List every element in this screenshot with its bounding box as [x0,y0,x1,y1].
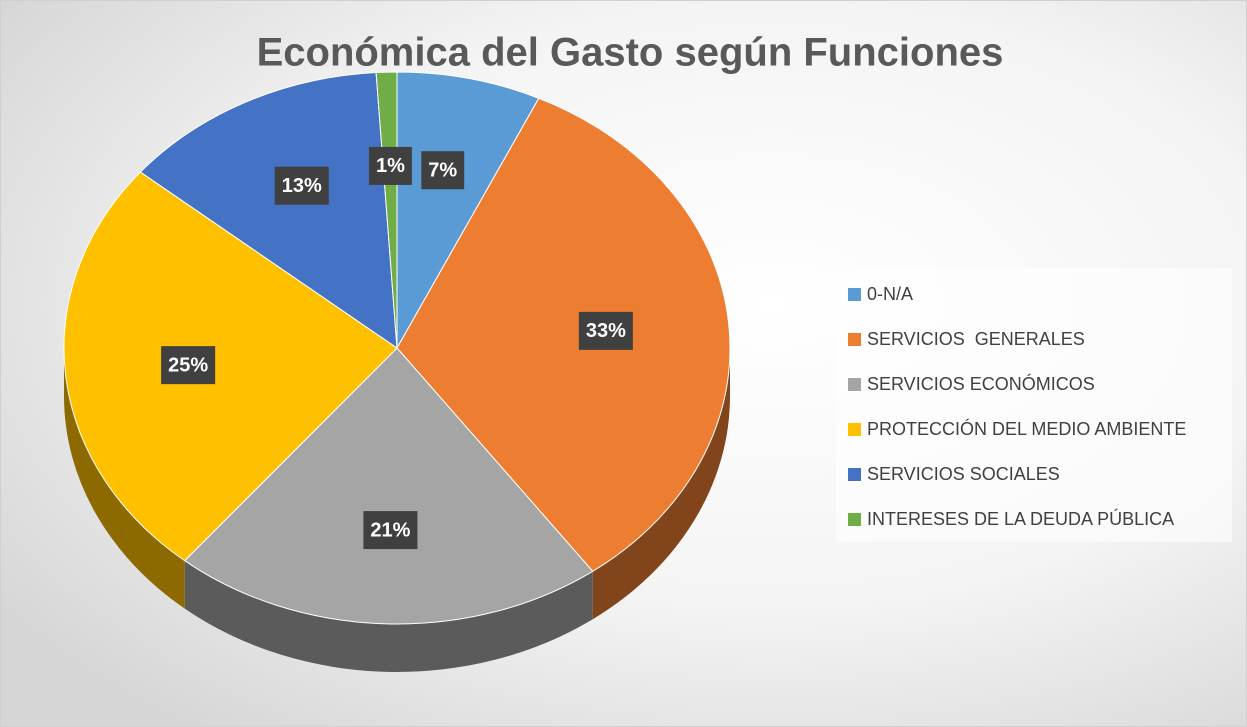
data-label: 25% [168,354,208,376]
data-label: 7% [428,160,457,182]
slice [183,347,594,625]
legend-swatch [848,468,861,481]
slice [63,171,398,562]
slice [396,71,540,350]
data-label-box [274,166,329,205]
legend-swatch [848,333,861,346]
slice [396,97,731,572]
legend-label: SERVICIOS ECONÓMICOS [867,373,1095,394]
legend-label: INTERESES DE LA DEUDA PÚBLICA [867,508,1174,529]
legend-swatch [848,378,861,391]
data-label-box [363,511,418,550]
slice-side [63,348,185,609]
chart-title: Económica del Gasto según Funciones [257,31,1004,75]
data-label-box [578,311,633,350]
slice [375,71,398,349]
data-label-box [161,346,216,385]
data-label: 33% [586,320,626,342]
data-label-box [368,146,412,185]
legend-label: PROTECCIÓN DEL MEDIO AMBIENTE [867,418,1186,439]
data-label: 1% [376,155,405,177]
slice [139,72,398,350]
legend-label: 0-N/A [867,284,913,304]
legend-label: SERVICIOS SOCIALES [867,464,1060,484]
data-label: 21% [370,519,410,541]
data-label: 13% [282,175,322,197]
legend-label: SERVICIOS GENERALES [867,329,1085,349]
legend-swatch [848,288,861,301]
slice-side [184,560,593,672]
legend-swatch [848,513,861,526]
legend-box [836,268,1232,542]
data-label-box [421,151,465,190]
slice-side [592,348,730,620]
legend-swatch [848,423,861,436]
